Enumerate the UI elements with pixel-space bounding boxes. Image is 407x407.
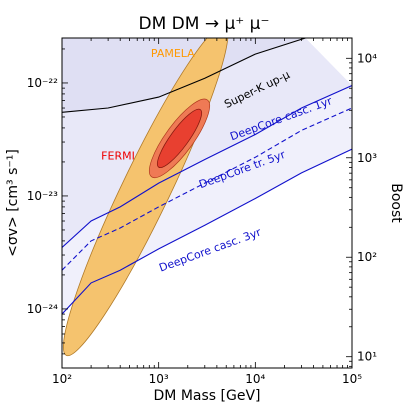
y-tick-label: 10⁻²⁴ — [27, 302, 58, 316]
fermi-region-inner — [156, 108, 203, 169]
x-tick-label: 10³ — [149, 372, 169, 386]
y-tick-label: 10⁻²³ — [27, 189, 58, 203]
superk-limit-line — [62, 38, 306, 113]
y2-tick-label: 10³ — [357, 151, 377, 165]
x-tick-label: 10⁵ — [342, 372, 362, 386]
pamela-label: PAMELA — [151, 47, 195, 60]
fermi-label: FERMI — [101, 150, 135, 163]
y-tick-label: 10⁻²² — [27, 76, 58, 90]
pamela-region — [62, 38, 229, 357]
plot-area — [62, 38, 352, 357]
plot-frame — [61, 37, 353, 369]
y2-tick-label: 10² — [357, 250, 377, 264]
x-axis-label: DM Mass [GeV] — [154, 388, 261, 404]
x-tick-label: 10² — [52, 372, 72, 386]
deepcore-casc-1yr-line — [62, 84, 352, 248]
axes: 10² 10³ 10⁴ 10⁵ 10⁻²⁴ 10⁻²³ 10⁻²² 10¹ 10² 10³ 10⁴ — [27, 38, 377, 386]
x-tick-label: 10⁴ — [245, 372, 265, 386]
y2-axis-label: Boost — [388, 183, 404, 223]
deepcore-casc-3yr-line — [62, 148, 352, 315]
y2-tick-label: 10⁴ — [357, 51, 377, 65]
y2-tick-label: 10¹ — [357, 350, 377, 364]
y-axis-label: <σv> [cm³ s⁻¹] — [5, 149, 21, 257]
chart-title: DM DM → μ⁺ μ⁻ — [139, 14, 270, 34]
